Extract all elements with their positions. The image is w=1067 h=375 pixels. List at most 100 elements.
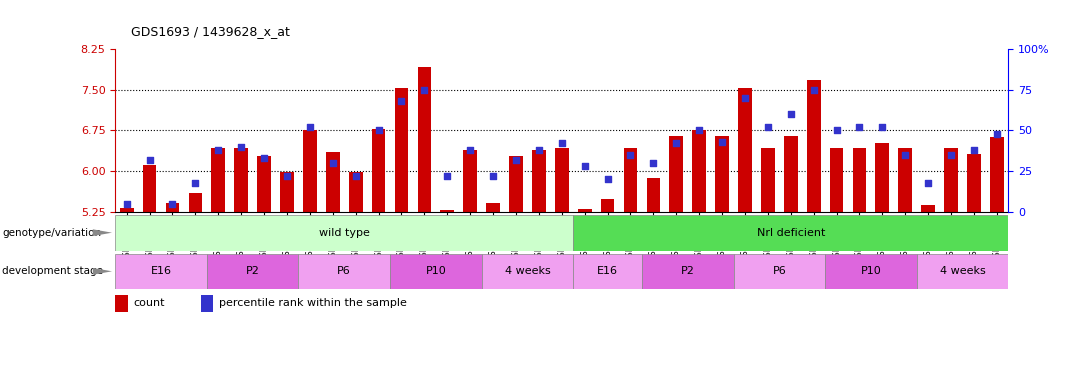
Bar <box>990 137 1004 375</box>
Text: genotype/variation: genotype/variation <box>2 228 101 238</box>
Text: GDS1693 / 1439628_x_at: GDS1693 / 1439628_x_at <box>131 25 290 38</box>
Point <box>553 140 570 146</box>
Bar <box>825 254 917 289</box>
Bar <box>207 254 299 289</box>
Point <box>988 130 1005 136</box>
Bar <box>257 156 271 375</box>
Point <box>644 160 662 166</box>
Point <box>141 157 158 163</box>
Text: Nrl deficient: Nrl deficient <box>757 228 825 238</box>
Point <box>233 144 250 150</box>
Point <box>278 173 296 179</box>
Bar <box>463 150 477 375</box>
Bar <box>165 202 179 375</box>
Text: E16: E16 <box>150 266 172 276</box>
Point <box>599 176 616 182</box>
Bar <box>201 295 213 312</box>
Text: percentile rank within the sample: percentile rank within the sample <box>219 298 407 308</box>
Point <box>874 124 891 130</box>
Bar <box>669 136 683 375</box>
Point <box>484 173 501 179</box>
Bar <box>898 148 912 375</box>
Point <box>347 173 364 179</box>
Bar <box>601 200 615 375</box>
Point <box>942 152 959 158</box>
Point <box>393 98 410 104</box>
Bar <box>967 154 981 375</box>
Bar <box>143 165 157 375</box>
Point <box>806 87 823 93</box>
Bar <box>692 130 706 375</box>
Bar <box>573 215 1008 250</box>
Text: count: count <box>133 298 165 308</box>
Point <box>210 147 227 153</box>
Bar <box>642 254 733 289</box>
Bar <box>417 67 431 375</box>
Bar <box>235 148 248 375</box>
Bar <box>733 254 825 289</box>
Bar <box>303 130 317 375</box>
Bar <box>623 148 637 375</box>
Point <box>324 160 341 166</box>
Bar <box>115 215 573 250</box>
Text: P10: P10 <box>861 266 881 276</box>
Bar <box>120 208 133 375</box>
Point <box>118 201 136 207</box>
Point <box>187 180 204 186</box>
Bar <box>299 254 391 289</box>
Bar <box>371 129 385 375</box>
Text: wild type: wild type <box>319 228 369 238</box>
Bar <box>509 156 523 375</box>
Point <box>690 128 707 134</box>
Point <box>782 111 799 117</box>
Bar <box>921 205 935 375</box>
Bar <box>555 148 569 375</box>
Bar <box>532 150 545 375</box>
Text: P6: P6 <box>773 266 786 276</box>
Text: 4 weeks: 4 weeks <box>505 266 551 276</box>
Bar <box>807 80 821 375</box>
Bar <box>487 202 500 375</box>
Bar <box>876 143 889 375</box>
Point <box>896 152 913 158</box>
Bar <box>395 88 409 375</box>
Text: development stage: development stage <box>2 266 103 276</box>
Point <box>736 95 753 101</box>
Bar <box>578 209 591 375</box>
Point <box>439 173 456 179</box>
Bar <box>391 254 481 289</box>
Bar <box>738 88 752 375</box>
Point <box>622 152 639 158</box>
Point <box>416 87 433 93</box>
Text: E16: E16 <box>598 266 618 276</box>
Bar <box>281 172 293 375</box>
Point <box>301 124 318 130</box>
Point <box>966 147 983 153</box>
Text: P2: P2 <box>681 266 695 276</box>
Point <box>508 157 525 163</box>
Point <box>851 124 869 130</box>
Bar <box>481 254 573 289</box>
Point <box>920 180 937 186</box>
Point <box>828 128 845 134</box>
Point <box>714 139 731 145</box>
Bar <box>715 136 729 375</box>
Bar <box>349 172 363 375</box>
Point <box>370 128 387 134</box>
Bar <box>917 254 1008 289</box>
Bar <box>115 295 128 312</box>
Bar <box>784 136 798 375</box>
Text: P6: P6 <box>337 266 351 276</box>
Point <box>760 124 777 130</box>
Text: 4 weeks: 4 weeks <box>940 266 986 276</box>
Bar <box>325 152 339 375</box>
Point <box>256 155 273 161</box>
Point <box>668 140 685 146</box>
Bar <box>573 254 642 289</box>
Bar <box>830 148 843 375</box>
Bar <box>189 193 203 375</box>
Bar <box>115 254 207 289</box>
Bar <box>944 148 958 375</box>
Bar <box>853 148 866 375</box>
Text: P2: P2 <box>245 266 259 276</box>
